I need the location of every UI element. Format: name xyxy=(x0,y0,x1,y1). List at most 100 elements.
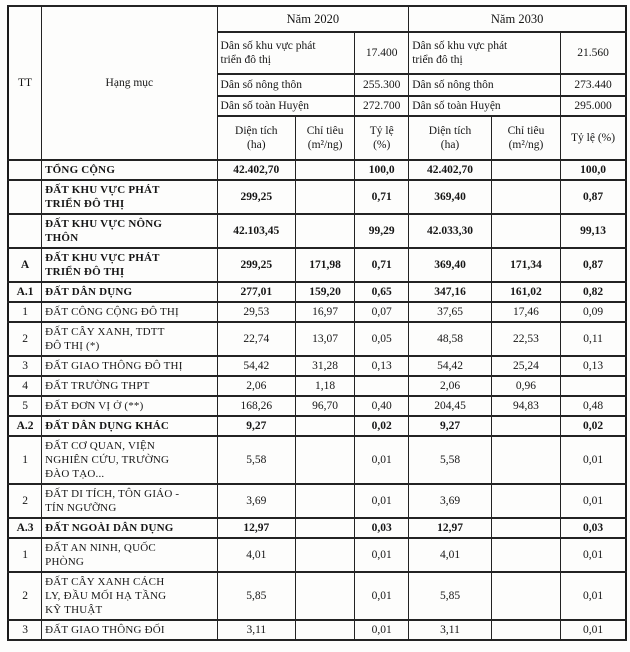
tt-cell: 2 xyxy=(7,483,43,519)
value-cell: 42.103,45 xyxy=(216,213,297,249)
value-cell xyxy=(490,619,562,641)
category-cell: ĐẤT GIAO THÔNG ĐÔ THỊ xyxy=(41,355,218,377)
table-row: 2 ĐẤT CÂY XANH, TDTT ĐÔ THỊ (*) 22,74 13,07… xyxy=(7,321,627,357)
value-cell: 94,83 xyxy=(490,395,562,417)
value-cell xyxy=(490,537,562,573)
tt-cell: 1 xyxy=(7,435,43,485)
value-cell xyxy=(295,517,356,539)
column-header-tt: TT xyxy=(7,5,43,161)
population-urban-label-2020: Dân số khu vực phát triển đô thị xyxy=(216,31,356,75)
value-cell: 42.402,70 xyxy=(216,159,297,181)
table-row: A.2 ĐẤT DÂN DỤNG KHÁC 9,27 0,02 9,27 0,02 xyxy=(7,415,627,437)
year-header-row: TT Hạng mục Năm 2020 Năm 2030 xyxy=(7,5,627,161)
category-cell: TỔNG CỘNG xyxy=(41,159,218,181)
table-row: 1 ĐẤT AN NINH, QUỐC PHÒNG 4,01 0,01 4,01 0,01 xyxy=(7,537,627,573)
value-cell: 204,45 xyxy=(408,395,492,417)
tt-cell: A xyxy=(7,247,43,283)
category-cell: ĐẤT TRƯỜNG THPT xyxy=(41,375,218,397)
table-row: A.3 ĐẤT NGOÀI DÂN DỤNG 12,97 0,03 12,97 0,03 xyxy=(7,517,627,539)
population-rural-value-2020: 255.300 xyxy=(354,73,410,97)
population-rural-row: Dân số nông thôn 255.300 Dân số nông thô… xyxy=(8,73,627,97)
value-cell: 299,25 xyxy=(216,179,297,215)
land-use-table-body: TỔNG CỘNG 42.402,70 100,0 42.402,70 100,0 ĐẤT… xyxy=(7,159,627,641)
value-cell xyxy=(560,375,627,397)
value-cell: 29,53 xyxy=(216,301,297,323)
value-cell: 0,48 xyxy=(560,395,627,417)
value-cell xyxy=(490,179,562,215)
value-cell: 0,01 xyxy=(354,435,410,485)
population-urban-value-2030: 21.560 xyxy=(560,31,627,75)
value-cell: 0,02 xyxy=(354,415,410,437)
value-cell: 171,98 xyxy=(295,247,356,283)
value-cell xyxy=(490,571,562,621)
value-cell: 0,82 xyxy=(560,281,627,303)
table-row: A.1 ĐẤT DÂN DỤNG 277,01 159,20 0,65 347,16 161… xyxy=(7,281,627,303)
table-row: ĐẤT KHU VỰC PHÁT TRIỂN ĐÔ THỊ 299,25 0,71 3… xyxy=(7,179,627,215)
category-cell: ĐẤT CÂY XANH CÁCH LY, ĐẦU MỐI HẠ TẦNG KỸ… xyxy=(41,571,218,621)
category-cell: ĐẤT KHU VỰC PHÁT TRIỂN ĐÔ THỊ xyxy=(41,247,218,283)
value-cell xyxy=(490,517,562,539)
category-cell: ĐẤT GIAO THÔNG ĐỐI xyxy=(41,619,218,641)
value-cell: 3,11 xyxy=(216,619,297,641)
tt-cell: 4 xyxy=(7,375,43,397)
value-cell: 3,11 xyxy=(408,619,492,641)
value-cell: 96,70 xyxy=(295,395,356,417)
category-cell: ĐẤT KHU VỰC NÔNG THÔN xyxy=(41,213,218,249)
tt-cell: 2 xyxy=(7,321,43,357)
value-cell: 0,05 xyxy=(354,321,410,357)
table-row: 3 ĐẤT GIAO THÔNG ĐỐI 3,11 0,01 3,11 0,01 xyxy=(7,619,627,641)
tt-cell: A.1 xyxy=(7,281,43,303)
value-cell: 0,07 xyxy=(354,301,410,323)
population-urban-value-2020: 17.400 xyxy=(354,31,410,75)
value-cell: 0,01 xyxy=(560,483,627,519)
column-header-ratio-2020: Tỷ lệ (%) xyxy=(354,115,410,161)
value-cell: 17,46 xyxy=(490,301,562,323)
category-cell: ĐẤT DÂN DỤNG xyxy=(41,281,218,303)
tt-cell: 3 xyxy=(7,619,43,641)
value-cell: 0,01 xyxy=(560,619,627,641)
column-header-ratio-2030: Tỷ lệ (%) xyxy=(560,115,627,161)
tt-cell: A.2 xyxy=(7,415,43,437)
value-cell: 2,06 xyxy=(216,375,297,397)
value-cell xyxy=(354,375,410,397)
table-row: 2 ĐẤT CÂY XANH CÁCH LY, ĐẦU MỐI HẠ TẦNG K… xyxy=(7,571,627,621)
value-cell xyxy=(295,159,356,181)
tt-cell: A.3 xyxy=(7,517,43,539)
value-cell: 4,01 xyxy=(408,537,492,573)
value-cell: 0,65 xyxy=(354,281,410,303)
population-district-value-2020: 272.700 xyxy=(354,95,410,117)
value-cell xyxy=(295,483,356,519)
tt-cell: 1 xyxy=(7,301,43,323)
population-district-row: Dân số toàn Huyện 272.700 Dân số toàn Hu… xyxy=(8,95,627,117)
tt-cell: 1 xyxy=(7,537,43,573)
category-cell: ĐẤT AN NINH, QUỐC PHÒNG xyxy=(41,537,218,573)
value-cell: 347,16 xyxy=(408,281,492,303)
value-cell: 0,01 xyxy=(354,483,410,519)
value-cell: 168,26 xyxy=(216,395,297,417)
value-cell: 99,29 xyxy=(354,213,410,249)
category-cell: ĐẤT CƠ QUAN, VIỆN NGHIÊN CỨU, TRƯỜNG ĐÀO… xyxy=(41,435,218,485)
value-cell: 171,34 xyxy=(490,247,562,283)
value-cell: 9,27 xyxy=(216,415,297,437)
population-urban-row: Dân số khu vực phát triển đô thị 17.400 … xyxy=(8,31,627,75)
tt-cell: 5 xyxy=(7,395,43,417)
value-cell: 12,97 xyxy=(408,517,492,539)
value-cell: 0,01 xyxy=(560,571,627,621)
table-row: 4 ĐẤT TRƯỜNG THPT 2,06 1,18 2,06 0,96 xyxy=(7,375,627,397)
value-cell: 42.033,30 xyxy=(408,213,492,249)
value-cell xyxy=(490,159,562,181)
value-cell: 159,20 xyxy=(295,281,356,303)
value-cell: 0,01 xyxy=(354,619,410,641)
value-cell: 0,13 xyxy=(354,355,410,377)
value-cell: 3,69 xyxy=(216,483,297,519)
value-cell: 0,01 xyxy=(354,537,410,573)
column-header-norm-2020: Chỉ tiêu (m²/ng) xyxy=(295,115,356,161)
value-cell: 369,40 xyxy=(408,247,492,283)
value-cell: 277,01 xyxy=(216,281,297,303)
value-cell: 16,97 xyxy=(295,301,356,323)
value-cell: 31,28 xyxy=(295,355,356,377)
category-cell: ĐẤT DI TÍCH, TÔN GIÁO - TÍN NGƯỠNG xyxy=(41,483,218,519)
value-cell: 100,0 xyxy=(354,159,410,181)
population-urban-label-2030: Dân số khu vực phát triển đô thị xyxy=(408,31,562,75)
category-cell: ĐẤT DÂN DỤNG KHÁC xyxy=(41,415,218,437)
